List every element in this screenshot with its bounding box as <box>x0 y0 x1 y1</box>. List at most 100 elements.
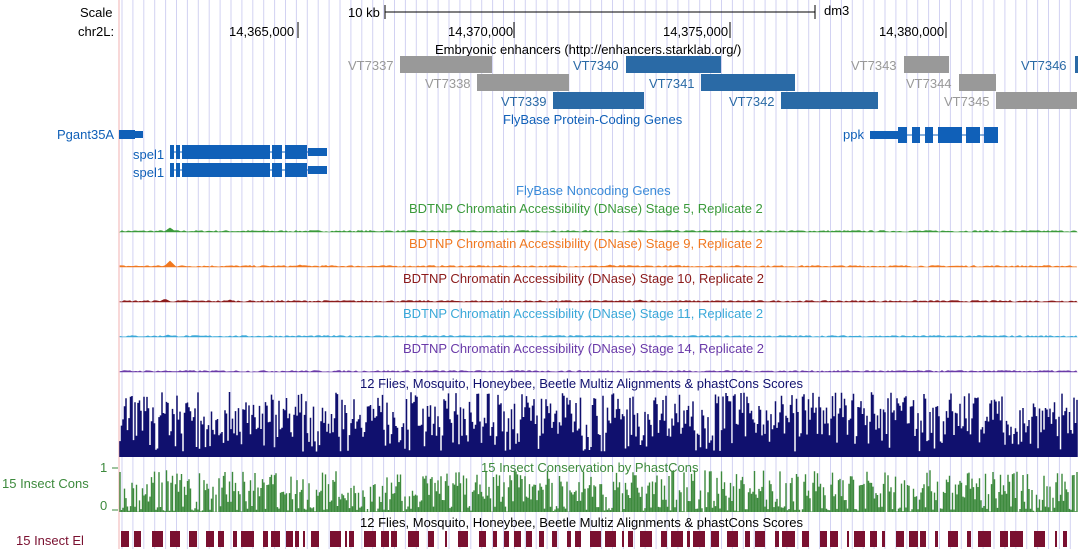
cons-element-block <box>241 531 254 547</box>
cons-element-block <box>170 531 180 547</box>
enhancer-feature[interactable] <box>477 74 569 91</box>
cons-element-block <box>134 531 141 547</box>
gene-label[interactable]: spel1 <box>133 165 165 180</box>
scalebar-label: 10 kb <box>348 5 380 20</box>
gene-exon <box>176 163 180 177</box>
gene-exon <box>308 148 327 156</box>
enhancer-label[interactable]: VT7343 <box>851 58 897 73</box>
cons-element-block <box>693 531 705 547</box>
protein-genes-track-title[interactable]: FlyBase Protein-Coding Genes <box>503 112 683 127</box>
gene-exon <box>870 131 898 139</box>
cons-element-block <box>622 531 624 547</box>
gene-label[interactable]: spel1 <box>133 147 165 162</box>
enhancer-label[interactable]: VT7339 <box>501 94 547 109</box>
gene-exon <box>925 127 933 143</box>
cons-element-block <box>408 531 419 547</box>
enhancer-label[interactable]: VT7342 <box>729 94 775 109</box>
dnase-track-title[interactable]: BDTNP Chromatin Accessibility (DNase) St… <box>403 341 765 356</box>
ruler-tick-label: 14,375,000 <box>663 24 729 39</box>
enhancer-feature[interactable] <box>996 92 1077 109</box>
cons-element-block <box>870 531 877 547</box>
enhancer-label[interactable]: VT7345 <box>944 94 990 109</box>
cons-element-block <box>640 531 652 547</box>
dnase-signal <box>119 227 1078 233</box>
cons-element-block <box>935 531 938 547</box>
cons-element-block <box>1034 531 1045 547</box>
dnase-signal <box>119 299 1078 303</box>
cons-element-block <box>479 531 486 547</box>
enhancer-feature[interactable] <box>701 74 795 91</box>
cons-element-block <box>121 531 129 547</box>
cons-side-label[interactable]: 15 Insect Cons <box>2 476 89 491</box>
noncoding-track-title[interactable]: FlyBase Noncoding Genes <box>516 183 671 198</box>
enhancer-feature[interactable] <box>400 56 492 73</box>
gene-exon <box>170 163 174 177</box>
dnase-track-title[interactable]: BDTNP Chromatin Accessibility (DNase) St… <box>409 236 763 251</box>
enhancer-feature[interactable] <box>959 74 996 91</box>
gene-exon <box>966 127 980 143</box>
cons-element-block <box>311 531 319 547</box>
cons-element-block <box>263 531 268 547</box>
gene-exon <box>272 145 282 159</box>
cons-track-title[interactable]: 15 Insect Conservation by PhastCons <box>481 460 699 475</box>
dnase-signal <box>119 370 1078 373</box>
enhancers-track-title[interactable]: Embryonic enhancers (http://enhancers.st… <box>435 42 742 57</box>
enhancer-label[interactable]: VT7341 <box>649 76 695 91</box>
enhancer-label[interactable]: VT7340 <box>573 58 619 73</box>
cons-element-block <box>1063 531 1067 547</box>
cons-histogram <box>119 470 1078 512</box>
cons-element-block <box>514 531 521 547</box>
enhancer-feature[interactable] <box>781 92 878 109</box>
gene-label[interactable]: ppk <box>843 127 864 142</box>
cons-element-block <box>978 531 991 547</box>
cons-element-block <box>504 531 509 547</box>
elements-track-title[interactable]: 12 Flies, Mosquito, Honeybee, Beetle Mul… <box>360 515 803 530</box>
gene-exon <box>308 166 327 174</box>
dnase-signal <box>119 260 1078 268</box>
cons-element-block <box>218 531 224 547</box>
ruler-tick-label: 14,365,000 <box>229 24 295 39</box>
cons-element-block <box>782 531 795 547</box>
enhancer-label[interactable]: VT7337 <box>348 58 394 73</box>
cons-element-block <box>303 531 305 547</box>
cons-element-block <box>575 531 581 547</box>
gene-exon <box>176 145 180 159</box>
ruler-tick-label: 14,380,000 <box>879 24 945 39</box>
dnase-track-title[interactable]: BDTNP Chromatin Accessibility (DNase) St… <box>403 271 765 286</box>
cons-element-block <box>727 531 738 547</box>
enhancer-label[interactable]: VT7344 <box>906 76 952 91</box>
multiz-track-title[interactable]: 12 Flies, Mosquito, Honeybee, Beetle Mul… <box>360 376 803 391</box>
cons-element-block <box>590 531 601 547</box>
gene-label[interactable]: Pgant35A <box>57 127 115 142</box>
gene-exon <box>119 130 135 139</box>
enhancer-feature[interactable] <box>1075 56 1078 73</box>
cons-element-block <box>391 531 397 547</box>
multiz-histogram <box>119 392 1078 457</box>
enhancer-feature[interactable] <box>626 56 721 73</box>
cons-element-block <box>967 531 971 547</box>
cons-element-block <box>802 531 809 547</box>
dnase-track-title[interactable]: BDTNP Chromatin Accessibility (DNase) St… <box>409 201 763 216</box>
cons-element-block <box>830 531 838 547</box>
cons-element-block <box>896 531 904 547</box>
enhancer-label[interactable]: VT7346 <box>1021 58 1067 73</box>
cons-element-block <box>1055 531 1057 547</box>
cons-element-block <box>567 531 571 547</box>
assembly-label: dm3 <box>824 3 850 18</box>
cons-element-block <box>345 531 347 547</box>
gene-exon <box>285 163 307 177</box>
cons-element-block <box>526 531 532 547</box>
cons-element-block <box>671 531 683 547</box>
gene-exon <box>272 163 282 177</box>
cons-element-block <box>233 531 237 547</box>
enhancer-label[interactable]: VT7338 <box>425 76 471 91</box>
cons-element-block <box>349 531 354 547</box>
elements-side-label[interactable]: 15 Insect El <box>16 533 84 548</box>
enhancer-feature[interactable] <box>553 92 644 109</box>
cons-element-block <box>909 531 918 547</box>
cons-element-block <box>381 531 389 547</box>
dnase-track-title[interactable]: BDTNP Chromatin Accessibility (DNase) St… <box>403 306 764 321</box>
enhancer-feature[interactable] <box>904 56 949 73</box>
